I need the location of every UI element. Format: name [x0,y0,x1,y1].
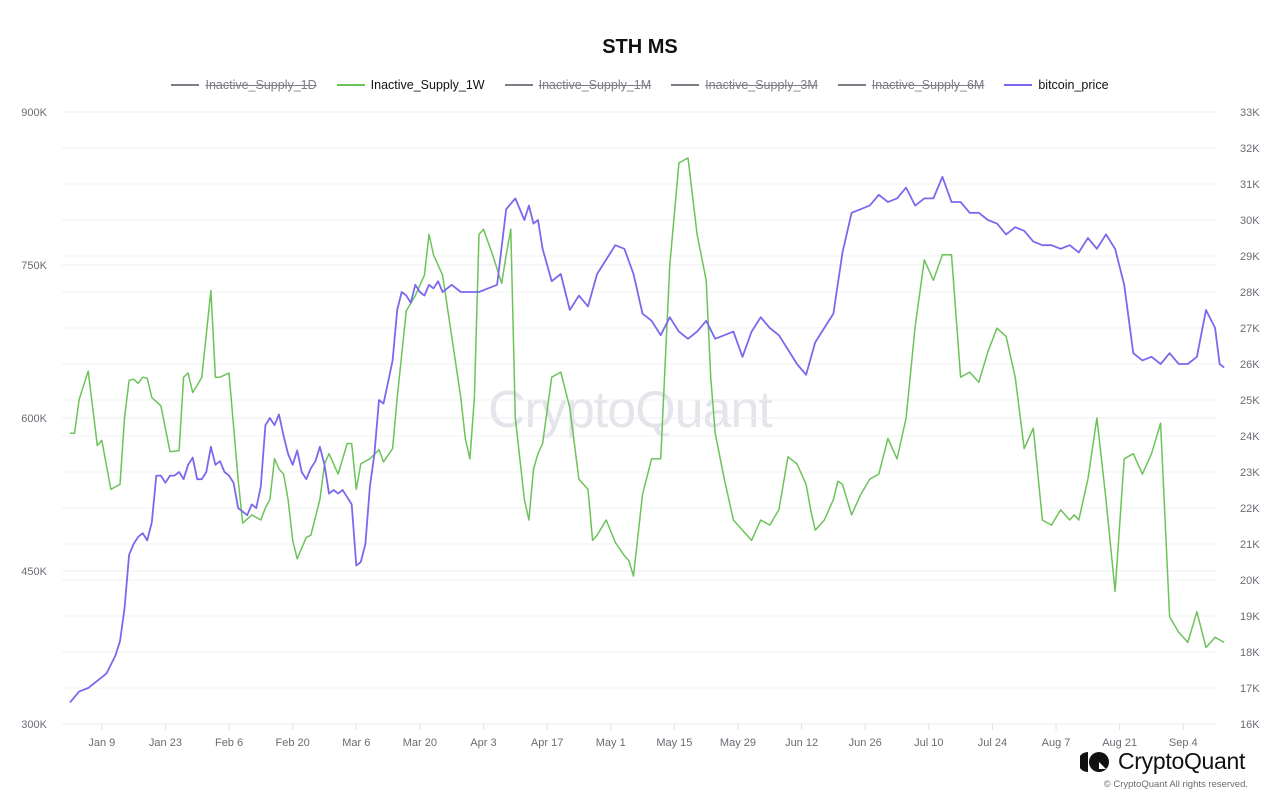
right-axis-tick: 32K [1240,143,1260,155]
series-line-inactive-supply-1w[interactable] [70,157,1225,649]
right-axis-tick: 28K [1240,287,1260,299]
right-axis-tick: 17K [1240,683,1260,695]
right-axis-tick: 16K [1240,719,1260,731]
legend-item-inactive-supply-1d[interactable]: Inactive_Supply_1D [171,78,317,92]
left-axis-tick: 450K [21,566,47,578]
x-axis-tick: Jul 10 [914,737,943,749]
right-axis-tick: 31K [1240,179,1260,191]
x-axis-tick: Sep 4 [1169,737,1198,749]
x-axis-tick: May 15 [656,737,692,749]
left-axis-tick: 300K [21,719,47,731]
brand-name: CryptoQuant [1118,748,1246,774]
legend-label: Inactive_Supply_6M [871,78,985,92]
legend-swatch-icon [171,84,200,86]
legend-label: Inactive_Supply_3M [705,78,818,92]
legend-item-inactive-supply-1w[interactable]: Inactive_Supply_1W [336,78,485,92]
x-axis-tick: Mar 20 [403,737,437,749]
x-axis-tick: Aug 21 [1102,737,1137,749]
right-axis-tick: 22K [1240,503,1260,515]
left-axis-tick: 900K [21,107,47,119]
watermark: CryptoQuant [488,381,773,439]
x-axis-tick: May 1 [596,737,626,749]
legend-label: bitcoin_price [1038,78,1109,92]
legend-swatch-icon [336,84,365,86]
right-axis-tick: 20K [1240,575,1260,587]
right-axis-tick: 23K [1240,467,1260,479]
legend-label: Inactive_Supply_1M [538,78,652,92]
x-axis-tick: Jun 26 [849,737,882,749]
copyright-text: © CryptoQuant All rights reserved. [1103,779,1248,790]
brand-logo: CryptoQuant [1078,748,1246,775]
right-axis-tick: 30K [1240,215,1260,227]
legend-item-bitcoin-price[interactable]: bitcoin_price [1004,78,1109,92]
chart-title: STH MS [602,36,678,58]
right-axis-tick: 25K [1240,395,1260,407]
x-axis-tick: Mar 6 [342,737,370,749]
x-axis-tick: Feb 20 [276,737,310,749]
x-axis-tick: May 29 [720,737,756,749]
right-axis-tick: 21K [1240,539,1260,551]
legend-item-inactive-supply-6m[interactable]: Inactive_Supply_6M [837,78,985,92]
legend-label: Inactive_Supply_1D [205,78,317,92]
right-axis-tick: 29K [1240,251,1260,263]
x-axis-tick: Apr 3 [470,737,496,749]
x-axis-tick: Jul 24 [978,737,1007,749]
left-axis-tick: 750K [21,260,47,272]
right-axis-tick: 33K [1240,107,1260,119]
right-axis-tick: 24K [1240,431,1260,443]
x-axis-tick: Jan 23 [149,737,182,749]
legend-item-inactive-supply-1m[interactable]: Inactive_Supply_1M [504,78,652,92]
x-axis-tick: Jun 12 [785,737,818,749]
chart-legend: Inactive_Supply_1D Inactive_Supply_1W Inac… [0,78,1280,92]
legend-swatch-icon [671,84,700,86]
legend-label: Inactive_Supply_1W [370,78,485,92]
x-axis-tick: Jan 9 [88,737,115,749]
x-axis-tick: Apr 17 [531,737,563,749]
right-axis-tick: 19K [1240,611,1260,623]
left-axis-tick: 600K [21,413,47,425]
legend-swatch-icon [1004,84,1033,86]
x-axis-tick: Aug 7 [1042,737,1071,749]
right-axis-tick: 18K [1240,647,1260,659]
series-line-bitcoin-price[interactable] [69,175,1225,703]
cryptoquant-logo-icon [1078,751,1110,773]
right-axis-tick: 27K [1240,323,1260,335]
legend-swatch-icon [837,84,866,86]
legend-swatch-icon [504,84,533,86]
right-axis-tick: 26K [1240,359,1260,371]
legend-item-inactive-supply-3m[interactable]: Inactive_Supply_3M [671,78,818,92]
x-axis-tick: Feb 6 [215,737,243,749]
